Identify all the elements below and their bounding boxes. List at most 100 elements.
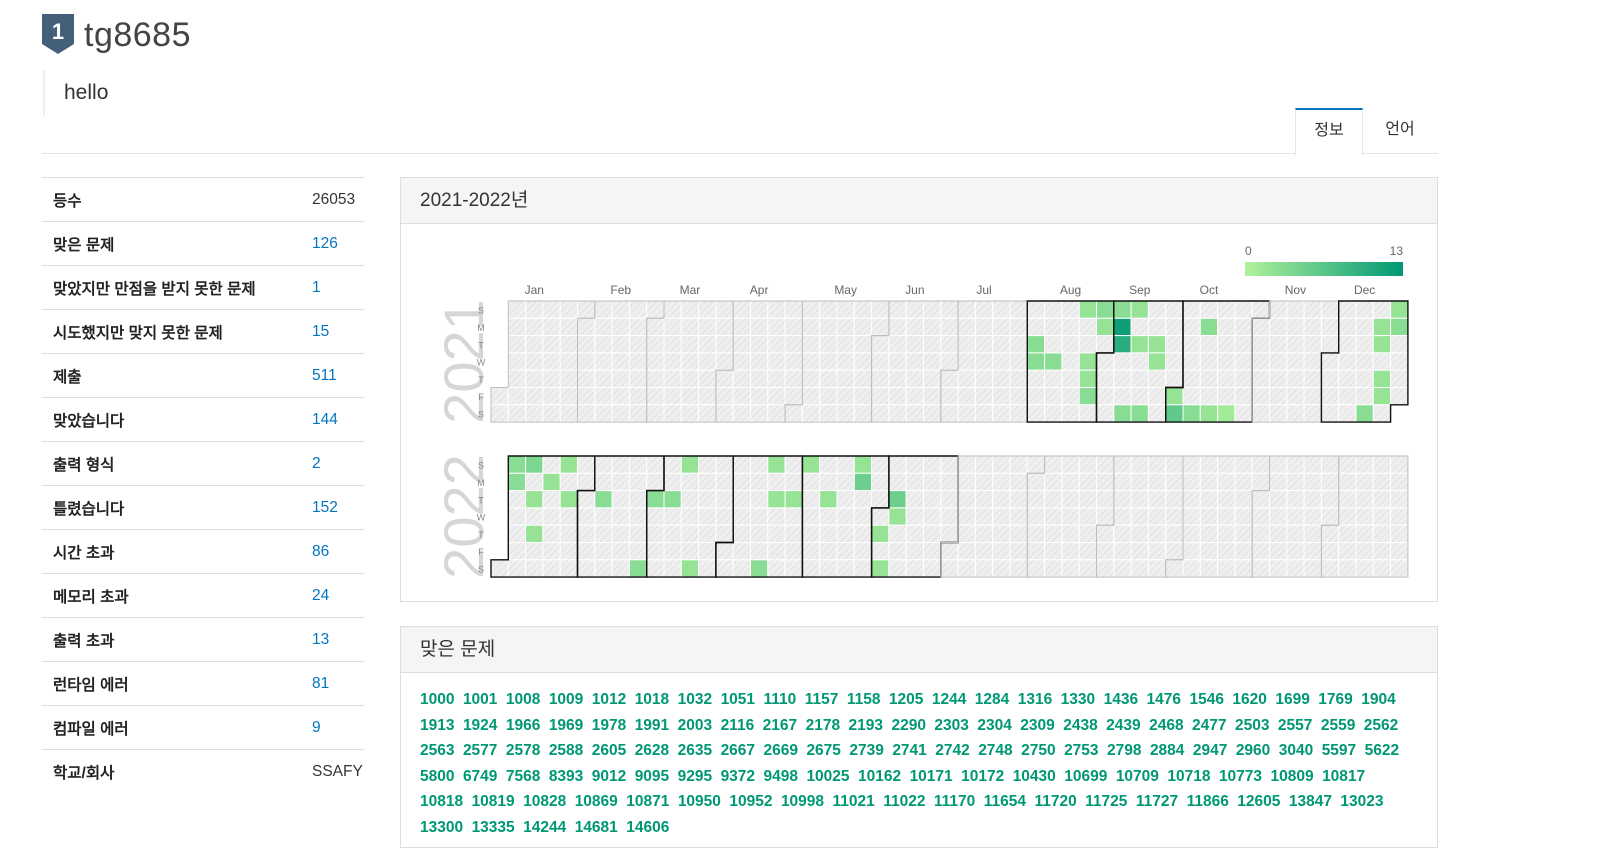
problem-link[interactable]: 2562	[1363, 716, 1399, 734]
problem-link[interactable]: 1009	[548, 691, 584, 708]
problem-link[interactable]: 9012	[591, 767, 627, 785]
problem-link[interactable]: 2309	[1020, 716, 1055, 734]
problem-link[interactable]: 2563	[420, 742, 455, 759]
problem-link[interactable]: 13335	[471, 818, 515, 836]
problem-link[interactable]: 10817	[1322, 767, 1366, 785]
stats-value-link[interactable]: 152	[312, 498, 338, 516]
problem-link[interactable]: 2605	[591, 742, 627, 759]
problem-link[interactable]: 12605	[1237, 793, 1281, 810]
problem-link[interactable]: 10950	[677, 793, 721, 810]
problem-link[interactable]: 2739	[849, 742, 884, 759]
problem-link[interactable]: 1110	[763, 691, 797, 708]
problem-link[interactable]: 14244	[523, 818, 567, 836]
problem-link[interactable]: 2947	[1192, 742, 1228, 759]
problem-link[interactable]: 1924	[462, 716, 498, 734]
problem-link[interactable]: 11727	[1135, 793, 1179, 810]
problem-link[interactable]: 11725	[1085, 793, 1128, 810]
problem-link[interactable]: 1620	[1232, 691, 1267, 708]
stats-value-link[interactable]: 9	[312, 718, 321, 736]
problem-link[interactable]: 10871	[626, 793, 670, 810]
problem-link[interactable]: 2178	[805, 716, 841, 734]
problem-link[interactable]: 1051	[720, 691, 756, 708]
tab-info[interactable]: 정보	[1295, 108, 1363, 155]
problem-link[interactable]: 2669	[763, 742, 798, 759]
problem-link[interactable]: 2116	[720, 716, 755, 734]
stats-value-link[interactable]: 126	[312, 234, 338, 252]
problem-link[interactable]: 10773	[1218, 767, 1263, 785]
problem-link[interactable]: 8393	[548, 767, 584, 785]
problem-link[interactable]: 2193	[848, 716, 884, 734]
problem-link[interactable]: 2635	[677, 742, 713, 759]
problem-link[interactable]: 14681	[574, 818, 618, 836]
problem-link[interactable]: 1205	[888, 691, 924, 708]
problem-link[interactable]: 2439	[1106, 716, 1141, 734]
problem-link[interactable]: 2303	[934, 716, 969, 734]
problem-link[interactable]: 1436	[1103, 691, 1139, 708]
problem-link[interactable]: 1157	[804, 691, 839, 708]
problem-link[interactable]: 2753	[1064, 742, 1099, 759]
stats-value-link[interactable]: 24	[312, 586, 330, 604]
problem-link[interactable]: 11654	[983, 793, 1027, 810]
stats-value-link[interactable]: 15	[312, 322, 330, 340]
problem-link[interactable]: 9295	[677, 767, 713, 785]
problem-link[interactable]: 1769	[1318, 691, 1353, 708]
problem-link[interactable]: 1978	[591, 716, 627, 734]
problem-link[interactable]: 1546	[1189, 691, 1224, 708]
problem-link[interactable]: 1991	[634, 716, 670, 734]
problem-link[interactable]: 2559	[1320, 716, 1356, 734]
problem-link[interactable]: 10718	[1167, 767, 1211, 785]
problem-link[interactable]: 11170	[933, 793, 976, 810]
problem-link[interactable]: 11866	[1186, 793, 1229, 810]
problem-link[interactable]: 2477	[1192, 716, 1227, 734]
problem-link[interactable]: 13023	[1340, 793, 1384, 810]
problem-link[interactable]: 11021	[832, 793, 875, 810]
problem-link[interactable]: 10709	[1115, 767, 1159, 785]
problem-link[interactable]: 13847	[1288, 793, 1332, 810]
stats-value-link[interactable]: 86	[312, 542, 330, 560]
problem-link[interactable]: 10025	[806, 767, 850, 785]
problem-link[interactable]: 1158	[846, 691, 881, 708]
problem-link[interactable]: 2960	[1235, 742, 1271, 759]
problem-link[interactable]: 10998	[780, 793, 825, 810]
problem-link[interactable]: 11022	[883, 793, 926, 810]
problem-link[interactable]: 2557	[1277, 716, 1313, 734]
problem-link[interactable]: 9498	[763, 767, 798, 785]
tab-language[interactable]: 언어	[1385, 121, 1415, 138]
problem-link[interactable]: 2003	[677, 716, 713, 734]
problem-link[interactable]: 2748	[978, 742, 1013, 759]
problem-link[interactable]: 1008	[505, 691, 541, 708]
problem-link[interactable]: 2628	[634, 742, 670, 759]
problem-link[interactable]: 10819	[471, 793, 515, 810]
problem-link[interactable]: 1913	[420, 716, 455, 734]
problem-link[interactable]: 2742	[935, 742, 970, 759]
problem-link[interactable]: 11720	[1034, 793, 1077, 810]
problem-link[interactable]: 6749	[462, 767, 498, 785]
problem-link[interactable]: 2468	[1149, 716, 1184, 734]
stats-value-link[interactable]: 144	[312, 410, 338, 428]
problem-link[interactable]: 1018	[634, 691, 670, 708]
problem-link[interactable]: 2290	[891, 716, 926, 734]
problem-link[interactable]: 3040	[1278, 742, 1314, 759]
problem-link[interactable]: 9372	[720, 767, 756, 785]
stats-value-link[interactable]: 2	[312, 454, 321, 472]
problem-link[interactable]: 1000	[420, 691, 455, 708]
problem-link[interactable]: 10162	[858, 767, 902, 785]
problem-link[interactable]: 9095	[634, 767, 670, 785]
problem-link[interactable]: 10171	[909, 767, 953, 785]
problem-link[interactable]: 2798	[1107, 742, 1142, 759]
problem-link[interactable]: 5622	[1364, 742, 1400, 759]
problem-link[interactable]: 2675	[806, 742, 841, 759]
stats-value-link[interactable]: 81	[312, 674, 330, 692]
problem-link[interactable]: 10828	[523, 793, 567, 810]
problem-link[interactable]: 5800	[420, 767, 455, 785]
stats-value-link[interactable]: 13	[312, 630, 330, 648]
problem-link[interactable]: 2884	[1149, 742, 1185, 759]
problem-link[interactable]: 2741	[892, 742, 927, 759]
problem-link[interactable]: 10818	[420, 793, 464, 810]
problem-link[interactable]: 1904	[1361, 691, 1396, 708]
problem-link[interactable]: 1284	[974, 691, 1010, 708]
problem-link[interactable]: 1330	[1060, 691, 1096, 708]
problem-link[interactable]: 2503	[1234, 716, 1270, 734]
problem-link[interactable]: 2577	[462, 742, 498, 759]
problem-link[interactable]: 2588	[548, 742, 584, 759]
